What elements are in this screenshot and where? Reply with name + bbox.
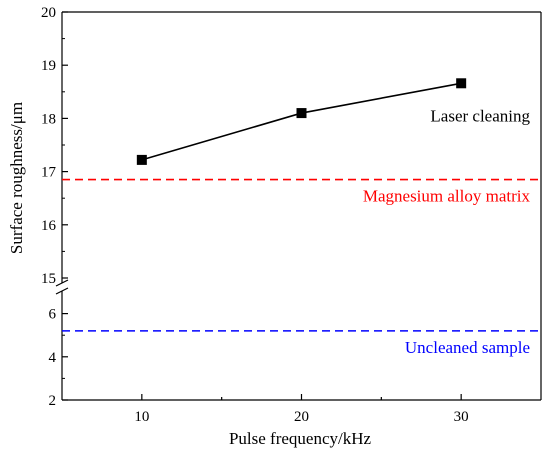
y-tick-label: 6 — [49, 307, 57, 323]
y-tick-label: 2 — [49, 393, 57, 409]
x-axis-label: Pulse frequency/kHz — [229, 429, 372, 448]
x-axis-ticks: 10 20 30 — [134, 394, 469, 425]
y-tick-label: 17 — [41, 165, 57, 181]
y-axis-label: Surface roughness/μm — [7, 102, 26, 254]
x-tick-label: 20 — [294, 409, 309, 425]
y-tick-label: 19 — [41, 58, 56, 74]
y-tick-label: 18 — [41, 111, 56, 127]
reference-line-label: Uncleaned sample — [405, 338, 530, 357]
y-tick-label: 16 — [41, 218, 57, 234]
x-tick-label: 30 — [454, 409, 469, 425]
data-point — [456, 78, 467, 89]
data-point — [136, 154, 147, 165]
y-tick-label: 20 — [41, 5, 56, 21]
y-tick-label: 4 — [49, 350, 57, 366]
data-series: Laser cleaning — [136, 78, 530, 165]
axis-break-mark — [55, 279, 69, 287]
y-tick-label: 15 — [41, 271, 56, 287]
series-line — [141, 82, 462, 161]
axis-break-mark — [55, 287, 69, 295]
x-tick-label: 10 — [134, 409, 149, 425]
data-point — [296, 108, 307, 119]
series-label: Laser cleaning — [430, 106, 530, 125]
y-axis-ticks: 15 16 17 18 19 20 2 4 6 — [41, 5, 68, 409]
reference-line-label: Magnesium alloy matrix — [363, 187, 531, 206]
reference-lines: Magnesium alloy matrix Uncleaned sample — [62, 178, 541, 357]
